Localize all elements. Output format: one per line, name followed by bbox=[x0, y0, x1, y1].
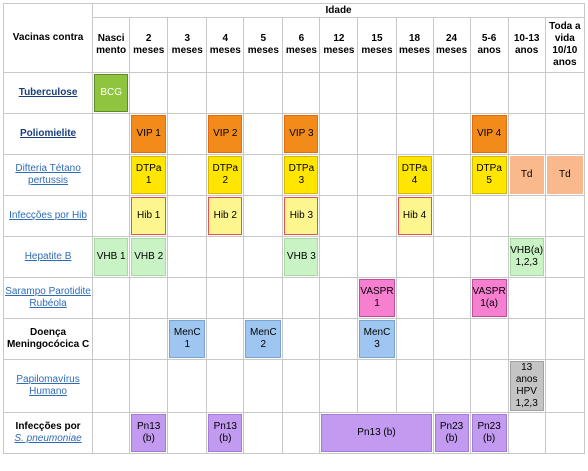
dose-pn13-3: Pn13 (b) bbox=[321, 414, 432, 452]
dose-hib-4: Hib 4 bbox=[397, 197, 432, 235]
dose-dtpa-5: DTPa 5 bbox=[471, 156, 507, 194]
vaccine-link-hib[interactable]: Infecções por Hib bbox=[9, 210, 87, 221]
dose-bcg: BCG bbox=[94, 74, 129, 112]
dose-pn23-2-note: (b) bbox=[483, 433, 496, 444]
dose-vip-2: VIP 2 bbox=[208, 115, 243, 153]
row-difteria: Difteria Tétano pertussis DTPa 1 DTPa 2 … bbox=[2, 154, 586, 196]
vaccine-link-poliomielite[interactable]: Poliomielite bbox=[20, 128, 77, 139]
vaccine-label-pneumo-a: Infecções por bbox=[15, 421, 81, 432]
dose-pn13-2-note: (b) bbox=[219, 433, 232, 444]
dose-hib-1: Hib 1 bbox=[131, 197, 167, 235]
row-doenca-meningococica: Doença Meningocócica C MenC 1 MenC 2 Men… bbox=[2, 318, 586, 360]
dose-hpv: 13 anos HPV 1,2,3 bbox=[509, 361, 544, 411]
age-col-5-6y: 5-6 anos bbox=[469, 17, 509, 73]
dose-vaspr-1a: VASPR 1(a) bbox=[471, 279, 507, 317]
row-tuberculose: Tuberculose BCG bbox=[2, 72, 586, 114]
dose-vhb-a: VHB(a) 1,2,3 bbox=[509, 238, 544, 276]
dose-pn23-2: Pn23 (b) bbox=[471, 414, 507, 452]
dose-menc-1: MenC 1 bbox=[169, 320, 206, 358]
age-col-5m: 5 meses bbox=[243, 17, 284, 73]
dose-pn23-2-label: Pn23 bbox=[477, 421, 501, 432]
age-col-2m: 2 meses bbox=[129, 17, 169, 73]
dose-dtpa-3: DTPa 3 bbox=[284, 156, 319, 194]
dose-hib-2: Hib 2 bbox=[208, 197, 243, 235]
dose-pn13-1-note: (b) bbox=[142, 433, 155, 444]
age-col-birth: Nasci mento bbox=[92, 17, 131, 73]
row-hib: Infecções por Hib Hib 1 Hib 2 Hib 3 Hib … bbox=[2, 195, 586, 237]
dose-pn13-2-label: Pn13 bbox=[213, 421, 237, 432]
age-col-24m: 24 meses bbox=[432, 17, 471, 73]
age-col-lifetime: Toda a vida 10/10 anos bbox=[544, 17, 586, 73]
age-col-3m: 3 meses bbox=[167, 17, 208, 73]
row-pneumoniae: Infecções por S. pneumoniae Pn13 (b) Pn13… bbox=[2, 412, 586, 454]
vaccine-link-papilomavirus[interactable]: Papilomavírus Humano bbox=[16, 374, 80, 397]
age-header: Idade bbox=[92, 3, 585, 18]
dose-pn23-1-note: (b) bbox=[445, 433, 458, 444]
dose-pn23-1-label: Pn23 bbox=[439, 421, 464, 432]
dose-pn13-1-label: Pn13 bbox=[137, 421, 161, 432]
vaccine-link-pneumoniae[interactable]: S. pneumoniae bbox=[14, 433, 82, 444]
age-col-15m: 15 meses bbox=[357, 17, 397, 73]
vaccine-link-sarampo[interactable]: Sarampo Parotidite Rubéola bbox=[5, 286, 91, 309]
vaccine-label-meningococica: Doença Meningocócica C bbox=[6, 327, 90, 350]
row-papilomavirus: Papilomavírus Humano 13 anos HPV 1,2,3 bbox=[2, 359, 586, 413]
row-hepatite-b: Hepatite B VHB 1 VHB 2 VHB 3 VHB(a) 1,2,… bbox=[2, 236, 586, 278]
row-poliomielite: Poliomielite VIP 1 VIP 2 VIP 3 VIP 4 bbox=[2, 113, 586, 155]
dose-vhb-2: VHB 2 bbox=[131, 238, 167, 276]
dose-hib-3: Hib 3 bbox=[284, 197, 319, 235]
vaccines-header: Vacinas contra bbox=[2, 3, 94, 73]
age-col-10-13y: 10-13 anos bbox=[507, 17, 546, 73]
dose-vhb-3: VHB 3 bbox=[284, 238, 319, 276]
vaccination-schedule-table: Vacinas contra Idade Nasci mento 2 meses… bbox=[2, 3, 586, 454]
dose-dtpa-2: DTPa 2 bbox=[208, 156, 243, 194]
row-sarampo: Sarampo Parotidite Rubéola VASPR 1 VASPR… bbox=[2, 277, 586, 319]
dose-td-2: Td bbox=[546, 156, 583, 194]
dose-dtpa-4: DTPa 4 bbox=[397, 156, 432, 194]
vaccine-link-hepatite-b[interactable]: Hepatite B bbox=[24, 251, 72, 262]
dose-vhb-1: VHB 1 bbox=[94, 238, 129, 276]
dose-vip-4: VIP 4 bbox=[471, 115, 507, 153]
dose-menc-2: MenC 2 bbox=[245, 320, 282, 358]
dose-pn23-1: Pn23 (b) bbox=[434, 414, 469, 452]
dose-menc-3: MenC 3 bbox=[359, 320, 395, 358]
dose-dtpa-1: DTPa 1 bbox=[131, 156, 167, 194]
vaccine-link-difteria[interactable]: Difteria Tétano pertussis bbox=[15, 163, 81, 186]
dose-vaspr-1: VASPR 1 bbox=[359, 279, 395, 317]
age-col-18m: 18 meses bbox=[395, 17, 434, 73]
dose-vip-3: VIP 3 bbox=[284, 115, 319, 153]
age-col-12m: 12 meses bbox=[319, 17, 359, 73]
dose-td-1: Td bbox=[509, 156, 544, 194]
age-col-6m: 6 meses bbox=[282, 17, 321, 73]
vaccine-link-tuberculose[interactable]: Tuberculose bbox=[18, 87, 78, 98]
dose-pn13-1: Pn13 (b) bbox=[131, 414, 167, 452]
age-col-4m: 4 meses bbox=[206, 17, 245, 73]
dose-pn13-2: Pn13 (b) bbox=[208, 414, 243, 452]
dose-vip-1: VIP 1 bbox=[131, 115, 167, 153]
